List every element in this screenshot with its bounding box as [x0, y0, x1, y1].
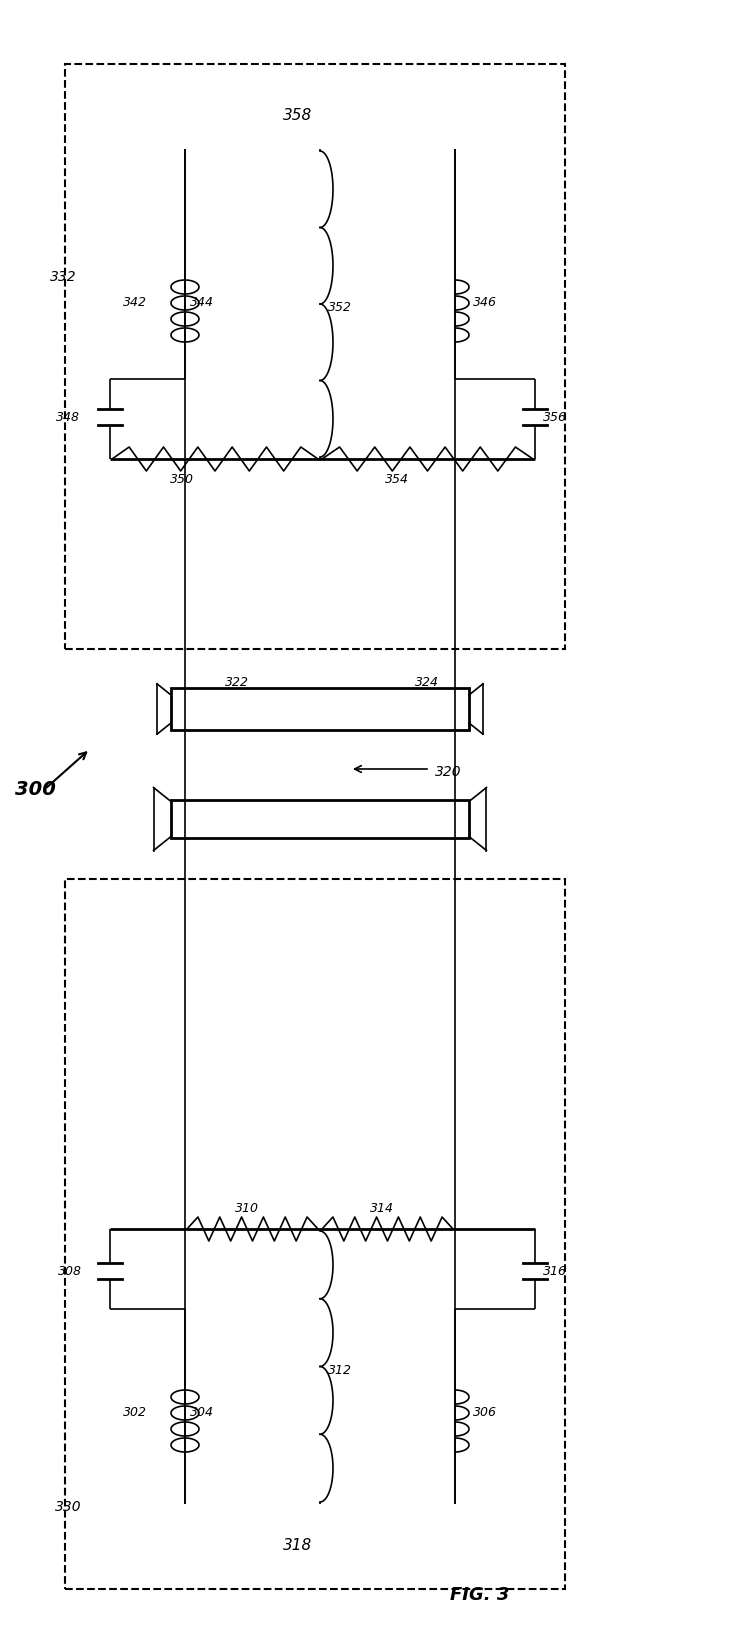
Text: 322: 322	[225, 676, 249, 690]
Text: 352: 352	[328, 301, 352, 314]
Text: 330: 330	[55, 1500, 81, 1515]
Circle shape	[316, 1226, 324, 1232]
Text: 342: 342	[123, 296, 147, 309]
Text: 314: 314	[370, 1203, 394, 1216]
Bar	[65, 64, 565, 649]
Text: 300: 300	[15, 779, 56, 799]
Bar	[65, 879, 565, 1588]
Bar	[165, 1503, 425, 1578]
Text: 308: 308	[58, 1265, 82, 1278]
Text: 312: 312	[328, 1363, 352, 1376]
Text: 304: 304	[190, 1405, 214, 1418]
Text: 332: 332	[50, 270, 77, 284]
Bar	[171, 688, 469, 730]
Circle shape	[181, 456, 188, 462]
Circle shape	[181, 1226, 188, 1232]
Text: 316: 316	[543, 1265, 567, 1278]
Text: FIG. 3: FIG. 3	[450, 1587, 509, 1605]
Text: 306: 306	[473, 1405, 497, 1418]
Circle shape	[452, 1226, 459, 1232]
Text: 346: 346	[473, 296, 497, 309]
Text: 350: 350	[170, 472, 194, 485]
Circle shape	[452, 456, 459, 462]
Text: 318: 318	[283, 1539, 312, 1554]
Text: 310: 310	[235, 1203, 259, 1216]
Bar	[171, 801, 469, 838]
Text: 302: 302	[123, 1405, 147, 1418]
Text: 356: 356	[543, 412, 567, 423]
Text: 358: 358	[283, 108, 312, 124]
Bar	[165, 74, 425, 149]
Text: 344: 344	[190, 296, 214, 309]
Text: 320: 320	[435, 765, 462, 779]
Text: 324: 324	[415, 676, 439, 690]
Circle shape	[316, 456, 324, 462]
Text: 354: 354	[385, 472, 409, 485]
Text: 348: 348	[56, 412, 80, 423]
